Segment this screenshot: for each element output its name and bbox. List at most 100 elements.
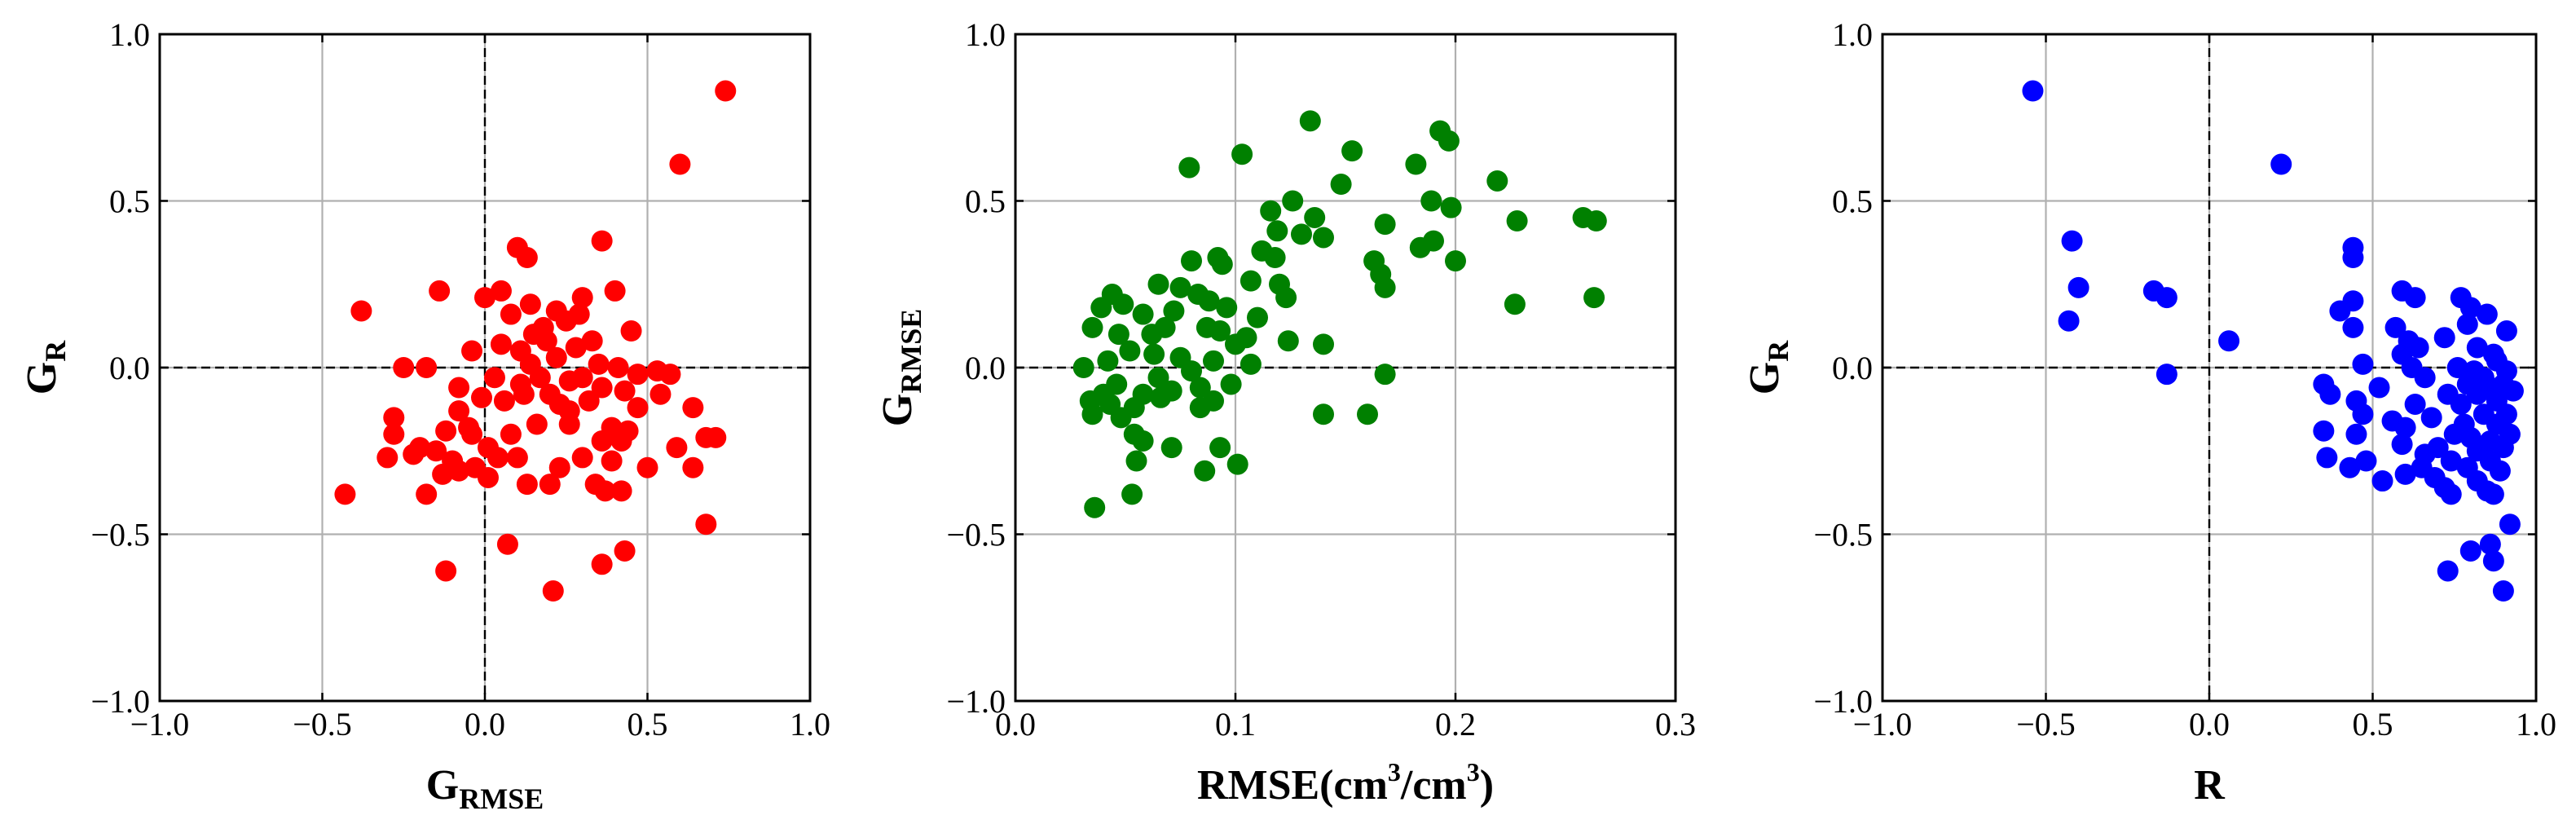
scatter-point (1282, 190, 1304, 212)
scatter-point (403, 443, 425, 465)
scatter-point (2440, 450, 2462, 472)
scatter-point (2371, 470, 2393, 492)
scatter-point (2466, 383, 2488, 405)
scatter-point (650, 383, 672, 405)
scatter-point (581, 330, 603, 352)
scatter-point (548, 456, 570, 478)
scatter-point (2401, 357, 2423, 378)
scatter-points (1072, 110, 1607, 518)
y-tick-label: 1.0 (965, 16, 1006, 53)
scatter-point (1330, 174, 1352, 196)
scatter-point (1119, 340, 1141, 362)
scatter-point (2476, 303, 2498, 325)
scatter-point (2492, 580, 2514, 602)
scatter-point (2466, 337, 2488, 359)
scatter-point (2319, 383, 2341, 405)
scatter-point (500, 423, 522, 445)
scatter-point (1304, 206, 1326, 228)
y-tick-label: 0.0 (965, 350, 1006, 386)
scatter-point (513, 383, 535, 405)
scatter-point (1178, 156, 1200, 178)
x-axis-label: RMSE(cm3/cm3) (1197, 757, 1494, 809)
scatter-point (1405, 153, 1427, 175)
scatter-point (474, 287, 495, 309)
chart-panel-2: 0.0 0.1 0.2 0.3 −1.0 −0.5 0.0 0.5 1.0 RMSE(cm3/cm… (874, 16, 1696, 809)
scatter-point (539, 474, 561, 496)
x-axis-label: GRMSE (426, 762, 544, 815)
scatter-point (432, 463, 454, 485)
scatter-point (2459, 540, 2481, 562)
scatter-point (2313, 420, 2335, 442)
scatter-point (490, 333, 512, 355)
scatter-point (2061, 230, 2083, 252)
scatter-point (2502, 380, 2524, 402)
scatter-point (1506, 210, 1528, 232)
scatter-point (1121, 483, 1143, 505)
scatter-point (1141, 324, 1163, 346)
scatter-point (529, 367, 551, 389)
y-axis-label: GR (1742, 340, 1794, 394)
x-tick-label: −1.0 (1853, 706, 1913, 743)
x-tick-label: 0.1 (1215, 706, 1256, 743)
scatter-point (659, 364, 681, 386)
scatter-point (1504, 293, 1526, 315)
scatter-point (565, 337, 587, 359)
scatter-point (2352, 403, 2374, 425)
scatter-point (519, 293, 541, 315)
scatter-point (1097, 350, 1119, 372)
scatter-point (1181, 360, 1202, 382)
scatter-point (1313, 227, 1334, 249)
scatter-point (1240, 270, 1262, 292)
x-tick-label: 0.0 (995, 706, 1036, 743)
scatter-point (2453, 413, 2475, 435)
x-tick-label: 1.0 (790, 706, 830, 743)
scatter-point (2499, 513, 2521, 536)
y-tick-label: −0.5 (1813, 517, 1873, 553)
scatter-point (1107, 324, 1129, 346)
scatter-point (607, 357, 629, 378)
scatter-point (1313, 403, 1334, 425)
scatter-point (2394, 463, 2416, 485)
scatter-point (2446, 357, 2468, 378)
x-axis-label: R (2194, 762, 2226, 809)
scatter-point (614, 540, 636, 562)
scatter-point (1220, 373, 1242, 395)
scatter-point (1160, 437, 1182, 459)
scatter-point (2022, 80, 2044, 102)
scatter-point (2404, 393, 2426, 415)
scatter-point (2058, 310, 2080, 332)
scatter-point (571, 447, 593, 469)
y-tick-label: 1.0 (1832, 16, 1873, 53)
scatter-point (2456, 313, 2478, 335)
scatter-point (568, 303, 590, 325)
scatter-point (2459, 297, 2481, 319)
scatter-point (1277, 330, 1299, 352)
scatter-point (490, 280, 512, 302)
scatter-point (1125, 450, 1147, 472)
scatter-point (1132, 303, 1154, 325)
scatter-point (1260, 200, 1282, 222)
scatter-point (1081, 316, 1103, 338)
scatter-points (334, 80, 737, 602)
scatter-point (610, 430, 632, 452)
scatter-point (2342, 290, 2364, 312)
x-tick-label: −1.0 (130, 706, 190, 743)
scatter-point (1231, 143, 1253, 165)
scatter-point (496, 533, 518, 555)
scatter-point (610, 480, 632, 502)
scatter-point (1209, 437, 1231, 459)
scatter-point (571, 367, 593, 389)
y-tick-label: −0.5 (90, 517, 150, 553)
x-tick-label: 0.2 (1435, 706, 1476, 743)
scatter-point (627, 397, 649, 419)
scatter-point (1409, 236, 1431, 258)
scatter-point (636, 456, 658, 478)
scatter-point (429, 280, 451, 302)
scatter-point (461, 423, 483, 445)
scatter-point (1357, 403, 1378, 425)
scatter-point (1374, 214, 1396, 236)
scatter-point (2345, 423, 2367, 445)
y-tick-label: 0.0 (109, 350, 150, 386)
scatter-point (2437, 560, 2459, 582)
